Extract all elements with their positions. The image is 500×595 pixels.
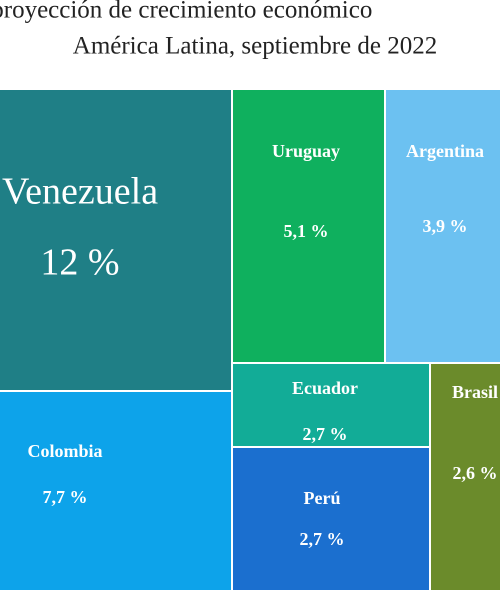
tile-value: 2,7 % — [300, 529, 345, 549]
tile — [0, 90, 231, 390]
tile-name: Colombia — [27, 441, 102, 461]
tile-name: Venezuela — [2, 171, 158, 213]
chart-title: América Latina, septiembre de 2022 — [73, 33, 437, 60]
tile-name: Uruguay — [272, 141, 340, 161]
tile-value: 5,1 % — [284, 221, 329, 241]
tile-value: 3,9 % — [423, 216, 468, 236]
tile-name: Perú — [304, 488, 341, 508]
tile — [233, 364, 429, 446]
tile — [431, 364, 500, 590]
tile-name: Brasil — [452, 382, 498, 402]
tile-name: Argentina — [406, 141, 484, 161]
tile — [233, 90, 384, 362]
tile — [0, 392, 231, 590]
tile-value: 2,7 % — [303, 424, 348, 444]
tile-value: 2,6 % — [453, 463, 498, 483]
tile — [233, 448, 429, 590]
tile-value: 7,7 % — [43, 487, 88, 507]
chart-title: al: proyección de crecimiento económico — [0, 0, 372, 24]
tile — [386, 90, 500, 362]
tile-value: 12 % — [40, 242, 119, 284]
tile-name: Ecuador — [292, 378, 358, 398]
